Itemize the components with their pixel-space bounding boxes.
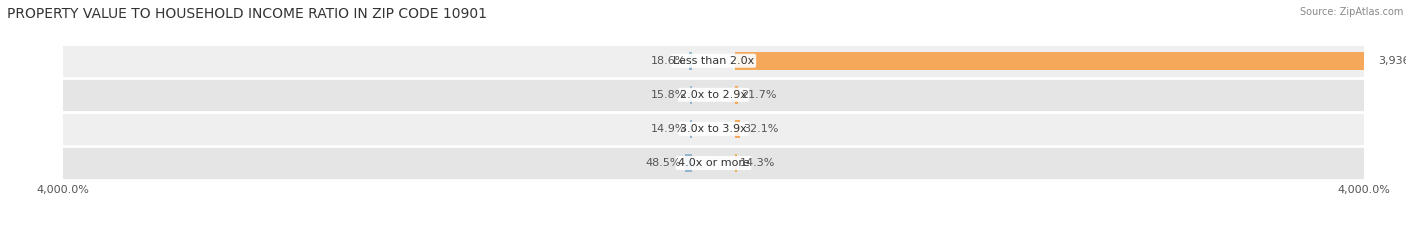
Bar bbox=[735, 120, 740, 138]
Text: 14.3%: 14.3% bbox=[740, 158, 776, 168]
Bar bbox=[690, 120, 692, 138]
Text: Source: ZipAtlas.com: Source: ZipAtlas.com bbox=[1299, 7, 1403, 17]
Text: 15.8%: 15.8% bbox=[651, 90, 686, 100]
Text: 2.0x to 2.9x: 2.0x to 2.9x bbox=[681, 90, 747, 100]
Bar bbox=[63, 146, 1364, 180]
Bar bbox=[63, 112, 1364, 146]
Text: 48.5%: 48.5% bbox=[645, 158, 682, 168]
Text: 18.6%: 18.6% bbox=[651, 56, 686, 66]
Text: Less than 2.0x: Less than 2.0x bbox=[673, 56, 754, 66]
Bar bbox=[735, 52, 1375, 70]
Bar bbox=[690, 86, 692, 104]
Bar bbox=[689, 52, 692, 70]
Bar bbox=[63, 44, 1364, 78]
Text: 32.1%: 32.1% bbox=[744, 124, 779, 134]
Text: 14.9%: 14.9% bbox=[651, 124, 686, 134]
Bar bbox=[735, 154, 737, 172]
Bar bbox=[735, 86, 738, 104]
Bar bbox=[685, 154, 692, 172]
Text: 3,936.6%: 3,936.6% bbox=[1378, 56, 1406, 66]
Text: PROPERTY VALUE TO HOUSEHOLD INCOME RATIO IN ZIP CODE 10901: PROPERTY VALUE TO HOUSEHOLD INCOME RATIO… bbox=[7, 7, 486, 21]
Bar bbox=[63, 78, 1364, 112]
Text: 3.0x to 3.9x: 3.0x to 3.9x bbox=[681, 124, 747, 134]
Text: 4.0x or more: 4.0x or more bbox=[678, 158, 749, 168]
Text: 21.7%: 21.7% bbox=[741, 90, 778, 100]
